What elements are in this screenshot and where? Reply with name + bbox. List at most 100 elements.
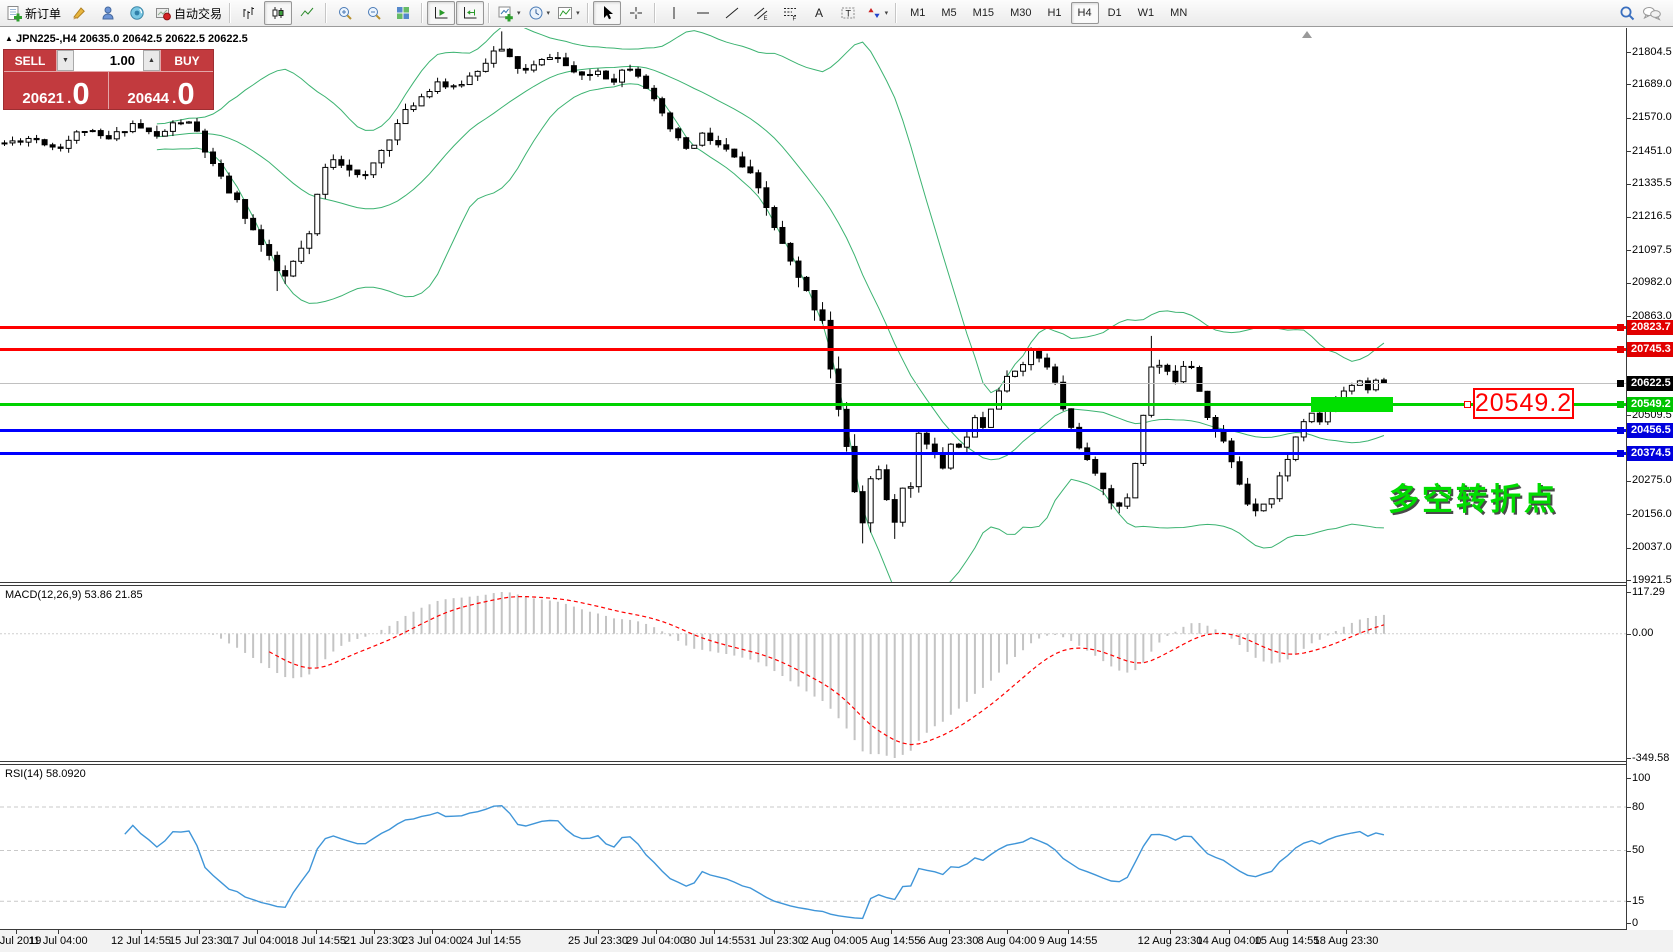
auto-scroll-icon	[435, 7, 448, 19]
zoom-out-icon	[368, 7, 381, 20]
candle-body	[242, 199, 249, 219]
candle-body	[210, 151, 217, 165]
candle	[594, 68, 601, 77]
candle	[193, 118, 200, 132]
indicators-button[interactable]: ▾	[554, 1, 583, 25]
market-watch-button[interactable]	[94, 1, 122, 25]
timeframe-d1[interactable]: D1	[1107, 7, 1122, 19]
timeframe-m30[interactable]: M30	[1010, 7, 1032, 19]
time-label: 23 Jul 04:00	[402, 935, 462, 947]
time-label: 15 Jul 23:30	[169, 935, 229, 947]
bar-chart-icon	[243, 7, 255, 19]
chat-icon[interactable]	[1642, 5, 1662, 21]
sell-button[interactable]: SELL	[4, 50, 57, 71]
candle	[242, 198, 249, 225]
zoom-out-button[interactable]	[360, 1, 388, 25]
price-tick-label: 20982.0	[1632, 276, 1672, 289]
signal-icon	[130, 6, 144, 20]
timeframe-h4[interactable]: H4	[1070, 2, 1099, 24]
toolbar-separator	[229, 3, 232, 23]
bar-chart-button[interactable]	[235, 1, 263, 25]
data-window-button[interactable]	[123, 1, 151, 25]
periods-button[interactable]: ▾	[525, 1, 554, 25]
text-label-button[interactable]: T	[834, 1, 862, 25]
timeframe-m15[interactable]: M15	[972, 7, 995, 19]
candle	[113, 126, 120, 142]
bid-price-line[interactable]	[0, 382, 1626, 384]
badge-marker	[1617, 449, 1624, 457]
horizontal-line-button[interactable]	[689, 1, 717, 25]
timeframe-h1[interactable]: H1	[1047, 7, 1062, 19]
new-chart-button[interactable]: ▾	[494, 1, 524, 25]
horizontal-level-line-20549.2[interactable]	[0, 402, 1626, 406]
candle	[338, 155, 345, 168]
candle-body	[691, 144, 698, 149]
fibonacci-icon: F	[783, 8, 796, 21]
chinese-annotation[interactable]: 多空转折点	[1388, 482, 1558, 517]
equidistant-channel-button[interactable]: E	[747, 1, 775, 25]
trend-line-button[interactable]	[718, 1, 746, 25]
tile-windows-button[interactable]	[389, 1, 417, 25]
candle-body	[651, 87, 658, 100]
zoom-in-button[interactable]	[331, 1, 359, 25]
highlight-rectangle[interactable]	[1311, 396, 1393, 412]
time-tick	[491, 930, 492, 934]
time-label: 17 Jul 04:00	[227, 935, 287, 947]
horizontal-level-line-20374.5[interactable]	[0, 451, 1626, 455]
time-label: 6 Aug 23:30	[919, 935, 979, 947]
macd-pane-divider[interactable]	[0, 582, 1626, 586]
search-icon[interactable]	[1619, 5, 1636, 22]
candle-body	[33, 137, 40, 141]
candle-body	[795, 260, 802, 278]
candlestick-chart-button[interactable]	[264, 1, 293, 25]
candle-body	[73, 131, 80, 141]
horizontal-level-line-20456.5[interactable]	[0, 428, 1626, 432]
chart-shift-button[interactable]	[456, 1, 485, 25]
symbol-info[interactable]: ▲ JPN225-,H4 20635.0 20642.5 20622.5 206…	[5, 33, 248, 45]
candle	[755, 169, 762, 194]
text-button[interactable]: A	[805, 1, 833, 25]
vertical-line-button[interactable]	[660, 1, 688, 25]
candle-body	[322, 166, 329, 195]
fibonacci-button[interactable]: F	[776, 1, 804, 25]
line-chart-button[interactable]	[293, 1, 321, 25]
cursor-button[interactable]	[592, 1, 621, 25]
time-tick	[1068, 930, 1069, 934]
auto-trading-button[interactable]: 自动交易	[152, 1, 225, 25]
volume-decrease-button[interactable]: ▼	[57, 50, 74, 71]
candle-body	[627, 68, 634, 71]
timeframe-w1[interactable]: W1	[1137, 7, 1155, 19]
macd-pane[interactable]	[0, 586, 1626, 761]
main-price-chart[interactable]	[0, 28, 1626, 582]
candle	[787, 242, 794, 266]
candle	[659, 96, 666, 117]
rsi-pane-divider[interactable]	[0, 761, 1626, 765]
timeframe-m1[interactable]: M1	[910, 7, 926, 19]
timeframe-m5[interactable]: M5	[941, 7, 957, 19]
arrows-button[interactable]: ▾	[863, 1, 892, 25]
line-anchor-handle[interactable]	[1464, 400, 1471, 408]
sell-price[interactable]: 20621. 0	[4, 72, 109, 109]
new-order-button[interactable]: 新订单	[3, 1, 64, 25]
rsi-pane[interactable]	[0, 765, 1626, 929]
price-level-label[interactable]: 20549.2	[1473, 388, 1574, 419]
candle-body	[1036, 349, 1043, 359]
chart-shift-marker[interactable]	[1302, 31, 1312, 38]
candle-body	[354, 169, 361, 176]
collapse-arrow-icon[interactable]: ▲	[5, 34, 13, 43]
buy-price[interactable]: 20644. 0	[109, 72, 213, 109]
candle-body	[1252, 503, 1259, 512]
candle-body	[49, 144, 56, 148]
styler-button[interactable]	[65, 1, 93, 25]
horizontal-level-line-20823.7[interactable]	[0, 325, 1626, 329]
candle-body	[995, 390, 1002, 410]
crosshair-button[interactable]	[622, 1, 650, 25]
horizontal-level-line-20745.3[interactable]	[0, 347, 1626, 351]
volume-increase-button[interactable]: ▲	[143, 50, 160, 71]
buy-button[interactable]: BUY	[160, 50, 213, 71]
auto-scroll-button[interactable]	[427, 1, 456, 25]
time-label: 2 Aug 04:00	[802, 935, 862, 947]
volume-input[interactable]: 1.00	[74, 50, 143, 71]
timeframe-mn[interactable]: MN	[1170, 7, 1188, 19]
